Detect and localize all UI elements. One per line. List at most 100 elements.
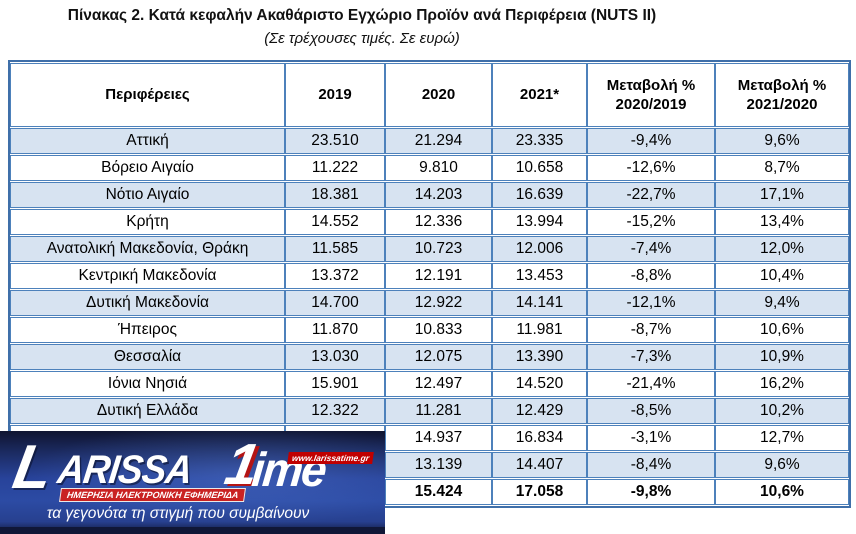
region-cell: Βόρειο Αιγαίο [10,155,285,181]
website-url-badge: www.larissatime.gr [287,452,375,464]
region-cell: Αττική [10,128,285,154]
brand-wordmark: ARISSA [55,448,195,492]
value-cell: 10,6% [715,479,849,505]
table-row: Δυτική Ελλάδα 12.322 11.281 12.429 -8,5% 10,2… [10,398,849,424]
value-cell: 11.222 [285,155,385,181]
column-header-2019: 2019 [285,63,385,127]
value-cell: 13.453 [492,263,587,289]
value-cell: 10.658 [492,155,587,181]
value-cell: 12.922 [385,290,492,316]
column-header-2020: 2020 [385,63,492,127]
value-cell: -8,5% [587,398,715,424]
value-cell: -7,3% [587,344,715,370]
value-cell: 8,7% [715,155,849,181]
table-row: Κεντρική Μακεδονία 13.372 12.191 13.453 -8,8… [10,263,849,289]
value-cell: 14.141 [492,290,587,316]
value-cell: 14.700 [285,290,385,316]
value-cell: 13,4% [715,209,849,235]
table-container: Περιφέρειες 2019 2020 2021* Μεταβολή % 2… [8,60,851,508]
value-cell: -15,2% [587,209,715,235]
value-cell: -21,4% [587,371,715,397]
value-cell: 10.723 [385,236,492,262]
column-header-2021: 2021* [492,63,587,127]
page-title: Πίνακας 2. Κατά κεφαλήν Ακαθάριστο Εγχώρ… [67,7,657,24]
value-cell: -8,4% [587,452,715,478]
value-cell: 12.429 [492,398,587,424]
value-cell: 17,1% [715,182,849,208]
value-cell: 15.424 [385,479,492,505]
value-cell: 12,7% [715,425,849,451]
value-cell: 12.322 [285,398,385,424]
watermark-logo: L ARISSA 1 ime www.larissatime.gr ΗΜΕΡΗΣ… [0,431,385,534]
column-header-regions: Περιφέρειες [10,63,285,127]
value-cell: 10.833 [385,317,492,343]
brand-tagline: τα γεγονότα τη στιγμή που συμβαίνουν [46,505,310,522]
value-cell: 10,6% [715,317,849,343]
value-cell: 13.372 [285,263,385,289]
table-row: Νότιο Αιγαίο 18.381 14.203 16.639 -22,7% 17,1… [10,182,849,208]
region-cell: Κρήτη [10,209,285,235]
value-cell: 9,6% [715,452,849,478]
value-cell: 12.006 [492,236,587,262]
value-cell: -9,4% [587,128,715,154]
value-cell: 12.497 [385,371,492,397]
region-cell: Νότιο Αιγαίο [10,182,285,208]
value-cell: 13.030 [285,344,385,370]
value-cell: 14.407 [492,452,587,478]
value-cell: 14.552 [285,209,385,235]
table-row: Κρήτη 14.552 12.336 13.994 -15,2% 13,4% [10,209,849,235]
value-cell: 10,4% [715,263,849,289]
column-header-change-2021-2020: Μεταβολή % 2021/2020 [715,63,849,127]
value-cell: 16.639 [492,182,587,208]
value-cell: 21.294 [385,128,492,154]
value-cell: 23.335 [492,128,587,154]
table-row: Ανατολική Μακεδονία, Θράκη 11.585 10.723 12… [10,236,849,262]
value-cell: 12.191 [385,263,492,289]
column-header-change-2020-2019: Μεταβολή % 2020/2019 [587,63,715,127]
table-row: Ήπειρος 11.870 10.833 11.981 -8,7% 10,6% [10,317,849,343]
region-cell: Ιόνια Νησιά [10,371,285,397]
table-row: Ιόνια Νησιά 15.901 12.497 14.520 -21,4% 16,2% [10,371,849,397]
value-cell: -22,7% [587,182,715,208]
value-cell: -8,7% [587,317,715,343]
value-cell: 13.994 [492,209,587,235]
regions-table: Περιφέρειες 2019 2020 2021* Μεταβολή % 2… [8,60,851,508]
value-cell: 11.281 [385,398,492,424]
value-cell: 14.937 [385,425,492,451]
value-cell: -12,1% [587,290,715,316]
title-block: Πίνακας 2. Κατά κεφαλήν Ακαθάριστο Εγχώρ… [0,6,724,49]
table-header-row: Περιφέρειες 2019 2020 2021* Μεταβολή % 2… [10,63,849,127]
table-header: Περιφέρειες 2019 2020 2021* Μεταβολή % 2… [10,63,849,127]
brand-initial-letter: L [8,433,59,502]
newspaper-banner-label: ΗΜΕΡΗΣΙΑ ΗΛΕΚΤΡΟΝΙΚΗ ΕΦΗΜΕΡΙΔΑ [59,488,247,502]
page-subtitle: (Σε τρέχουσες τιμές. Σε ευρώ) [264,29,460,47]
region-cell: Δυτική Μακεδονία [10,290,285,316]
value-cell: 14.203 [385,182,492,208]
value-cell: -8,8% [587,263,715,289]
region-cell: Δυτική Ελλάδα [10,398,285,424]
value-cell: 12.336 [385,209,492,235]
value-cell: 13.139 [385,452,492,478]
value-cell: 11.585 [285,236,385,262]
value-cell: 12.075 [385,344,492,370]
value-cell: 13.390 [492,344,587,370]
region-cell: Θεσσαλία [10,344,285,370]
value-cell: 11.870 [285,317,385,343]
value-cell: 14.520 [492,371,587,397]
region-cell: Ανατολική Μακεδονία, Θράκη [10,236,285,262]
value-cell: -9,8% [587,479,715,505]
value-cell: 18.381 [285,182,385,208]
value-cell: 11.981 [492,317,587,343]
value-cell: 9,4% [715,290,849,316]
value-cell: 23.510 [285,128,385,154]
value-cell: 12,0% [715,236,849,262]
value-cell: 16,2% [715,371,849,397]
value-cell: 9,6% [715,128,849,154]
table-row: Θεσσαλία 13.030 12.075 13.390 -7,3% 10,9% [10,344,849,370]
value-cell: 16.834 [492,425,587,451]
table-row: Βόρειο Αιγαίο 11.222 9.810 10.658 -12,6% 8,7% [10,155,849,181]
value-cell: 17.058 [492,479,587,505]
value-cell: -12,6% [587,155,715,181]
region-cell: Ήπειρος [10,317,285,343]
